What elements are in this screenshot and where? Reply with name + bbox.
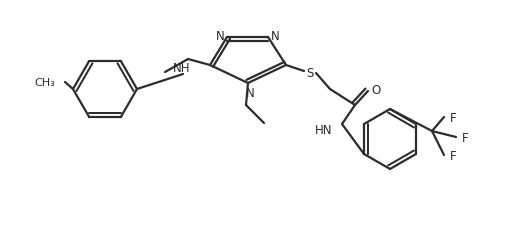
Text: F: F [461,131,468,144]
Text: O: O [371,83,381,96]
Text: F: F [450,111,456,124]
Text: N: N [246,86,255,99]
Text: N: N [216,29,224,42]
Text: NH: NH [173,61,191,74]
Text: S: S [306,66,313,79]
Text: N: N [270,29,279,42]
Text: HN: HN [314,123,332,136]
Text: F: F [450,149,456,162]
Text: CH₃: CH₃ [34,78,55,88]
